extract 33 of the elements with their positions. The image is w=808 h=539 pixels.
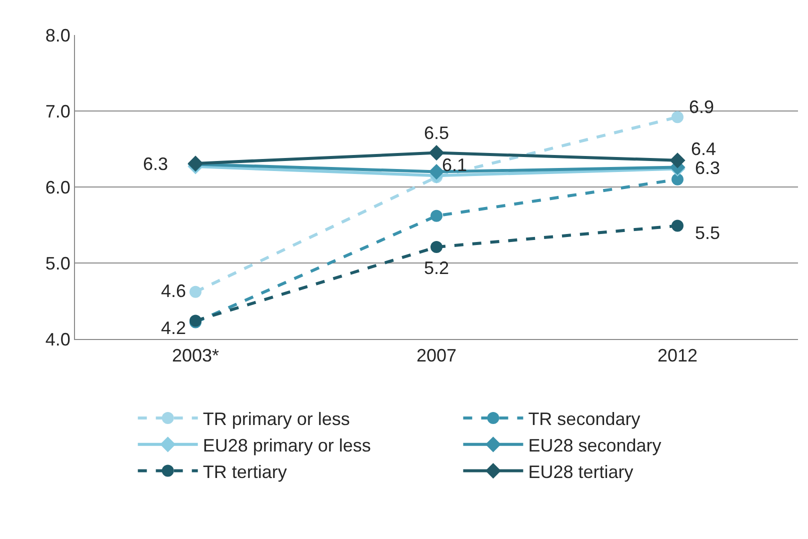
point	[428, 145, 444, 161]
legend-label: TR secondary	[528, 409, 640, 430]
legend-label: TR tertiary	[202, 462, 287, 482]
annotation: 4.2	[161, 318, 186, 338]
y-tick-label: 6.0	[45, 177, 70, 198]
y-tick-label: 4.0	[45, 329, 70, 350]
point	[428, 164, 444, 180]
annotation: 6.4	[691, 139, 716, 159]
legend-label: EU28 tertiary	[528, 462, 634, 482]
annotation: 6.3	[695, 158, 720, 178]
y-tick-label: 8.0	[45, 25, 70, 46]
point	[430, 210, 442, 222]
annotation: 5.5	[695, 223, 720, 243]
annotation: 4.6	[161, 281, 186, 301]
point	[190, 286, 202, 298]
annotation: 6.1	[442, 155, 468, 175]
x-tick-label: 2003*	[172, 346, 220, 366]
point	[672, 220, 684, 232]
annotation: 5.2	[424, 258, 450, 278]
annotation: 6.9	[689, 97, 714, 117]
y-tick-label: 5.0	[45, 253, 70, 274]
point	[672, 173, 684, 186]
point	[430, 241, 442, 254]
point	[672, 111, 684, 124]
x-tick-label: 2012	[657, 346, 698, 366]
x-tick-label: 2007	[416, 346, 457, 366]
y-tick-label: 7.0	[45, 101, 70, 122]
annotation: 6.5	[424, 123, 450, 143]
legend-label: TR primary or less	[202, 409, 350, 430]
legend-label: EU28 secondary	[528, 435, 662, 456]
annotation: 6.3	[143, 154, 168, 174]
point	[670, 152, 686, 168]
legend-label: EU28 primary or less	[202, 435, 371, 456]
